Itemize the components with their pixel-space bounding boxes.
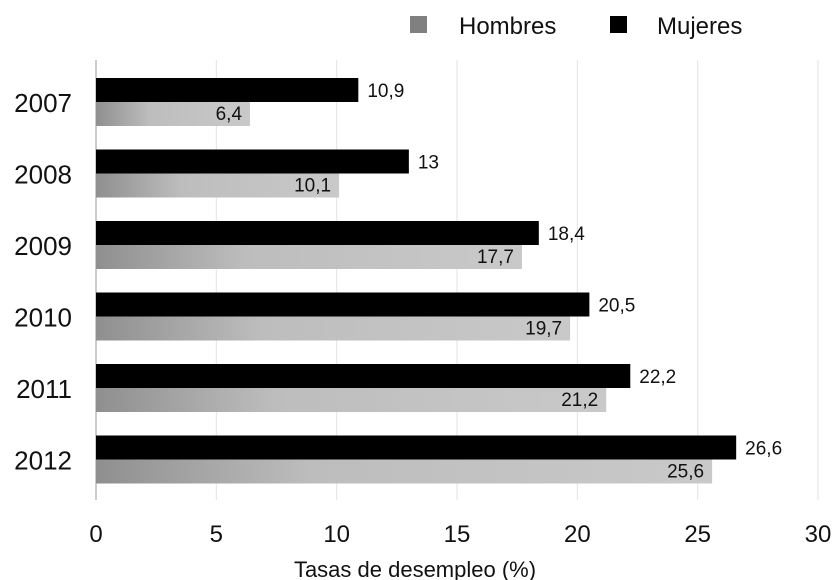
- x-axis-ticks: 0 5 10 15 20 25 30: [89, 521, 831, 548]
- gridlines: [95, 60, 819, 500]
- data-label-mujeres: 26,6: [745, 439, 782, 460]
- legend: Hombres Mujeres: [410, 13, 742, 40]
- data-label-mujeres: 18,4: [548, 224, 585, 245]
- y-tick-label: 2009: [14, 231, 72, 261]
- x-tick-label: 0: [89, 521, 102, 548]
- x-tick-label: 30: [805, 521, 832, 548]
- y-tick-label: 2008: [14, 160, 72, 190]
- x-tick-label: 15: [444, 521, 471, 548]
- bar-hombres: [96, 102, 251, 126]
- data-label-mujeres: 10,9: [367, 81, 404, 102]
- bar-hombres: [96, 173, 340, 198]
- y-tick-label: 2010: [14, 303, 72, 333]
- legend-label-hombres: Hombres: [459, 13, 556, 40]
- bar-hombres: [96, 245, 522, 269]
- legend-swatch-mujeres: [610, 16, 627, 33]
- data-label-hombres: 10,1: [294, 176, 331, 197]
- x-tick-label: 5: [210, 521, 223, 548]
- data-label-hombres: 6,4: [216, 104, 243, 125]
- bar-hombres: [96, 388, 607, 412]
- bar-mujeres: [96, 149, 409, 174]
- bar-hombres: [96, 316, 571, 341]
- data-label-mujeres: 22,2: [639, 367, 676, 388]
- data-label-hombres: 19,7: [525, 319, 562, 340]
- data-label-mujeres: 20,5: [598, 296, 635, 317]
- bars: 10,9 6,4 13 10,1 18,4 17,7 20,5 19,7 22,2 21,2 26,…: [96, 78, 782, 484]
- y-tick-label: 2007: [14, 88, 72, 118]
- x-tick-label: 20: [564, 521, 591, 548]
- y-tick-label: 2011: [16, 374, 72, 404]
- data-label-mujeres: 13: [418, 153, 439, 174]
- y-tick-label: 2012: [14, 446, 72, 476]
- bar-mujeres: [96, 435, 737, 460]
- data-label-hombres: 21,2: [561, 390, 598, 411]
- data-label-hombres: 17,7: [477, 247, 514, 268]
- y-axis-labels: 2007 2008 2009 2010 2011 2012: [14, 88, 72, 476]
- bar-hombres: [96, 459, 713, 484]
- bar-mujeres: [96, 364, 631, 388]
- legend-label-mujeres: Mujeres: [657, 13, 742, 40]
- bar-mujeres: [96, 221, 539, 245]
- x-tick-label: 25: [684, 521, 711, 548]
- bar-mujeres: [96, 78, 359, 102]
- data-label-hombres: 25,6: [667, 462, 704, 483]
- x-axis-title: Tasas de desempleo (%): [294, 557, 536, 580]
- legend-swatch-hombres: [410, 16, 427, 33]
- bar-mujeres: [96, 292, 590, 317]
- x-tick-label: 10: [323, 521, 350, 548]
